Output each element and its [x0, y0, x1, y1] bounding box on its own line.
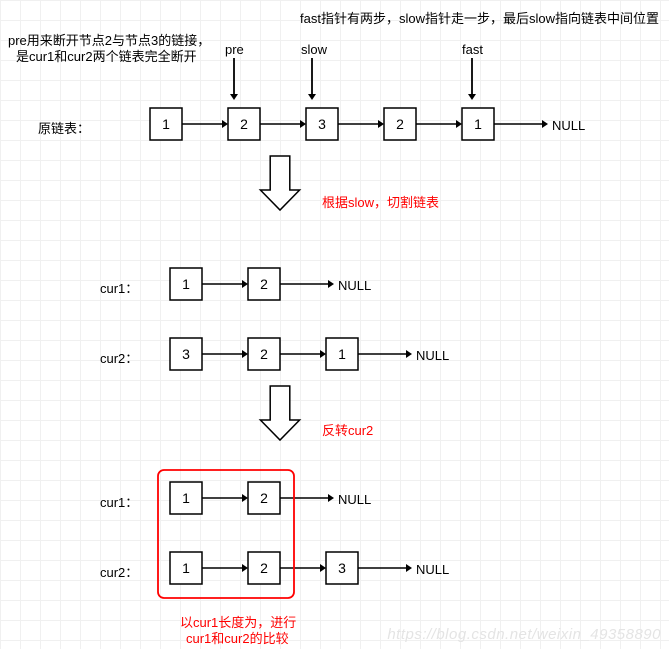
svg-text:2: 2: [396, 116, 404, 132]
label-cur2-b: cur2：: [100, 562, 138, 581]
svg-text:1: 1: [182, 560, 190, 576]
svg-text:3: 3: [318, 116, 326, 132]
null-cur2b: NULL: [416, 562, 449, 577]
svg-text:3: 3: [338, 560, 346, 576]
svg-text:2: 2: [260, 490, 268, 506]
svg-text:2: 2: [260, 346, 268, 362]
svg-text:2: 2: [260, 560, 268, 576]
label-cur2-a: cur2：: [100, 348, 138, 367]
label-fast: fast: [462, 42, 483, 57]
svg-text:1: 1: [182, 276, 190, 292]
svg-text:1: 1: [474, 116, 482, 132]
label-slow: slow: [301, 42, 327, 57]
label-cur1-b: cur1：: [100, 492, 138, 511]
null-cur2a: NULL: [416, 348, 449, 363]
svg-text:1: 1: [338, 346, 346, 362]
null-cur1a: NULL: [338, 278, 371, 293]
svg-text:1: 1: [182, 490, 190, 506]
step1-label: 根据slow，切割链表: [322, 192, 439, 211]
label-pre: pre: [225, 42, 244, 57]
svg-text:2: 2: [260, 276, 268, 292]
label-orig: 原链表：: [38, 118, 90, 137]
note-pre-l2: 是cur1和cur2两个链表完全断开: [16, 46, 197, 65]
label-cur1-a: cur1：: [100, 278, 138, 297]
null-orig: NULL: [552, 118, 585, 133]
svg-text:2: 2: [240, 116, 248, 132]
svg-text:1: 1: [162, 116, 170, 132]
bottom-note-l2: cur1和cur2的比较: [186, 628, 289, 647]
null-cur1b: NULL: [338, 492, 371, 507]
watermark: https://blog.csdn.net/weixin_49358890: [387, 626, 661, 643]
step2-label: 反转cur2: [322, 420, 373, 439]
note-fast-slow: fast指针有两步，slow指针走一步，最后slow指向链表中间位置: [300, 8, 659, 27]
svg-text:3: 3: [182, 346, 190, 362]
